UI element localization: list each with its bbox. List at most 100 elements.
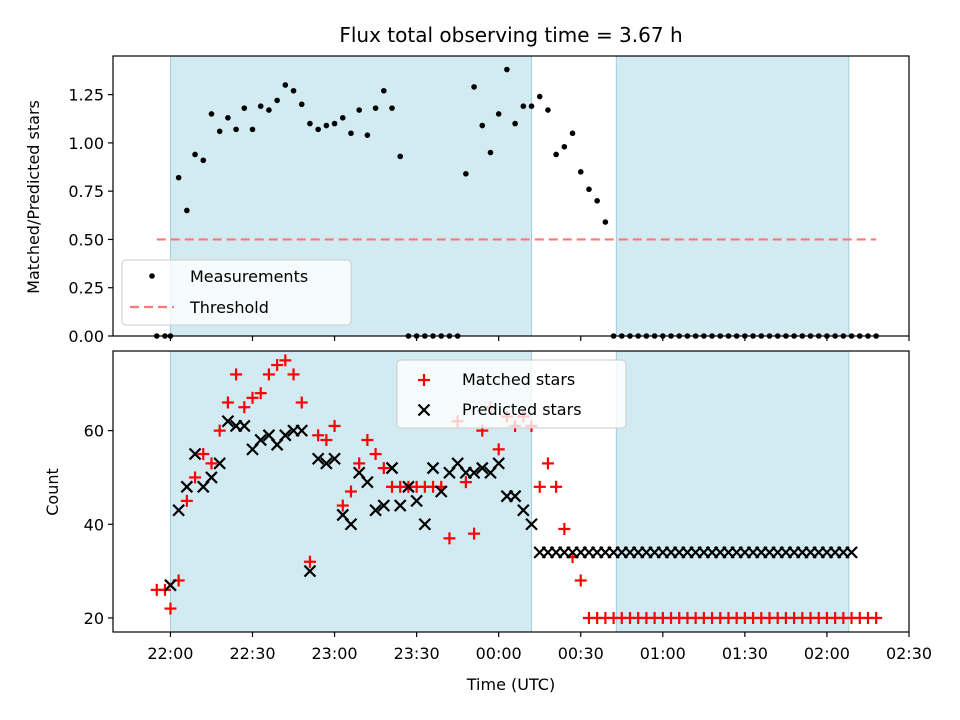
measurement-point: [331, 120, 338, 127]
predicted-star-d2: [426, 461, 440, 475]
measurement-point: [422, 333, 428, 339]
x-tick-label: 23:00: [312, 644, 358, 663]
x-axis-title: Time (UTC): [466, 675, 555, 694]
chart-title: Flux total observing time = 3.67 h: [339, 23, 682, 47]
measurement-point: [651, 333, 658, 339]
predicted-star-d2: [213, 457, 226, 470]
measurement-point: [684, 333, 691, 339]
measurement-point: [266, 107, 272, 113]
measurement-point: [676, 333, 683, 339]
predicted-star-point: [238, 419, 251, 433]
measurement-point: [446, 333, 453, 339]
matched-star-point: [361, 433, 374, 446]
measurement-point: [372, 105, 379, 111]
tick-labels: 0.00 0.25 0.50 0.75 1.00 1.25 20 40 60 22:00 22:30…: [68, 86, 932, 663]
matched-star-point: [238, 401, 251, 414]
x-tick-label: 02:00: [804, 644, 850, 663]
matched-star-point: [558, 522, 571, 535]
measurement-point: [438, 333, 445, 339]
matched-star-point: [468, 527, 481, 540]
matched-star-point: [550, 480, 563, 493]
predicted-star-d2: [492, 457, 505, 470]
measurement-point: [216, 128, 223, 135]
predicted-star-d2: [508, 489, 522, 503]
measurement-point: [241, 105, 248, 111]
measurement-point: [381, 87, 387, 94]
measurement-point: [208, 111, 215, 117]
matched-star-point: [870, 611, 883, 624]
measurement-point: [233, 126, 239, 133]
measurement-point: [561, 143, 568, 150]
matched-star-point: [271, 359, 284, 372]
predicted-star-d2: [434, 485, 448, 498]
predicted-star-d2: [352, 466, 366, 480]
predicted-star-d2: [377, 499, 391, 512]
predicted-star-point: [410, 494, 423, 508]
measurement-point: [848, 333, 855, 339]
measurement-point: [774, 333, 781, 339]
measurement-point: [175, 174, 182, 181]
predicted-star-d2: [262, 429, 276, 442]
matched-star-point: [344, 485, 357, 498]
measurement-point: [643, 333, 650, 339]
measurement-point: [512, 120, 518, 127]
matched-star-point: [279, 354, 292, 367]
measurement-point: [717, 333, 724, 339]
predicted-star-point: [402, 480, 415, 494]
measurement-point: [364, 132, 371, 138]
matched-star-point: [336, 499, 349, 512]
counts-y-tick-label: 20: [84, 609, 104, 628]
matched-star-point: [328, 419, 341, 432]
legends: Measurements Threshold Matched stars Predic…: [121, 259, 627, 429]
matched-star-point: [197, 448, 210, 461]
predicted-star-d2: [385, 461, 399, 475]
x-tick-label: 22:00: [147, 644, 193, 663]
measurement-point: [348, 130, 354, 137]
predicted-star-d2: [517, 503, 530, 517]
matched-star-point: [443, 532, 456, 545]
x-tick-label: 01:00: [640, 644, 686, 663]
predicted-star-d2: [361, 475, 374, 489]
predicted-star-d2: [344, 518, 358, 531]
predicted-star-d2: [295, 424, 309, 437]
measurement-point: [225, 114, 231, 121]
predicted-star-point: [385, 461, 399, 475]
predicted-star-d2: [320, 457, 333, 470]
legend-measurements-marker: [149, 273, 155, 279]
matched-star-point: [533, 480, 546, 493]
matched-star-point: [377, 462, 390, 475]
ratio-y-tick-label: 0.75: [68, 182, 104, 201]
legend-predicted-label: Predicted stars: [462, 400, 582, 419]
matched-star-point: [262, 368, 275, 381]
measurement-point: [856, 333, 863, 339]
measurement-point: [618, 333, 625, 339]
matched-star-point: [574, 574, 587, 587]
predicted-star-d2: [279, 429, 292, 442]
predicted-star-d2: [311, 452, 325, 465]
matched-star-point: [303, 555, 316, 568]
matched-star-point: [164, 602, 177, 615]
measurement-point: [162, 333, 168, 339]
measurement-point: [356, 107, 362, 113]
predicted-star-d2: [205, 471, 218, 484]
x-tick-label: 02:30: [886, 644, 932, 663]
predicted-star-d2: [451, 457, 464, 470]
measurement-point: [192, 151, 198, 158]
predicted-star-point: [393, 499, 407, 512]
measurement-point: [545, 107, 551, 113]
measurement-point: [594, 198, 600, 204]
measurement-point: [430, 333, 436, 339]
measurement-point: [249, 126, 256, 133]
ratio-y-tick-label: 0.00: [68, 327, 104, 346]
ratio-y-axis-title: Matched/Predicted stars: [24, 100, 43, 294]
predicted-star-point: [205, 471, 218, 484]
shaded-observing-windows: [169, 56, 850, 632]
matched-star-point: [369, 448, 382, 461]
predicted-star-d2: [238, 419, 251, 433]
measurement-point: [153, 333, 160, 339]
predicted-star-point: [188, 447, 202, 461]
matched-star-point: [312, 429, 325, 442]
predicted-star-d2: [180, 480, 194, 494]
matched-star-point: [213, 424, 226, 437]
